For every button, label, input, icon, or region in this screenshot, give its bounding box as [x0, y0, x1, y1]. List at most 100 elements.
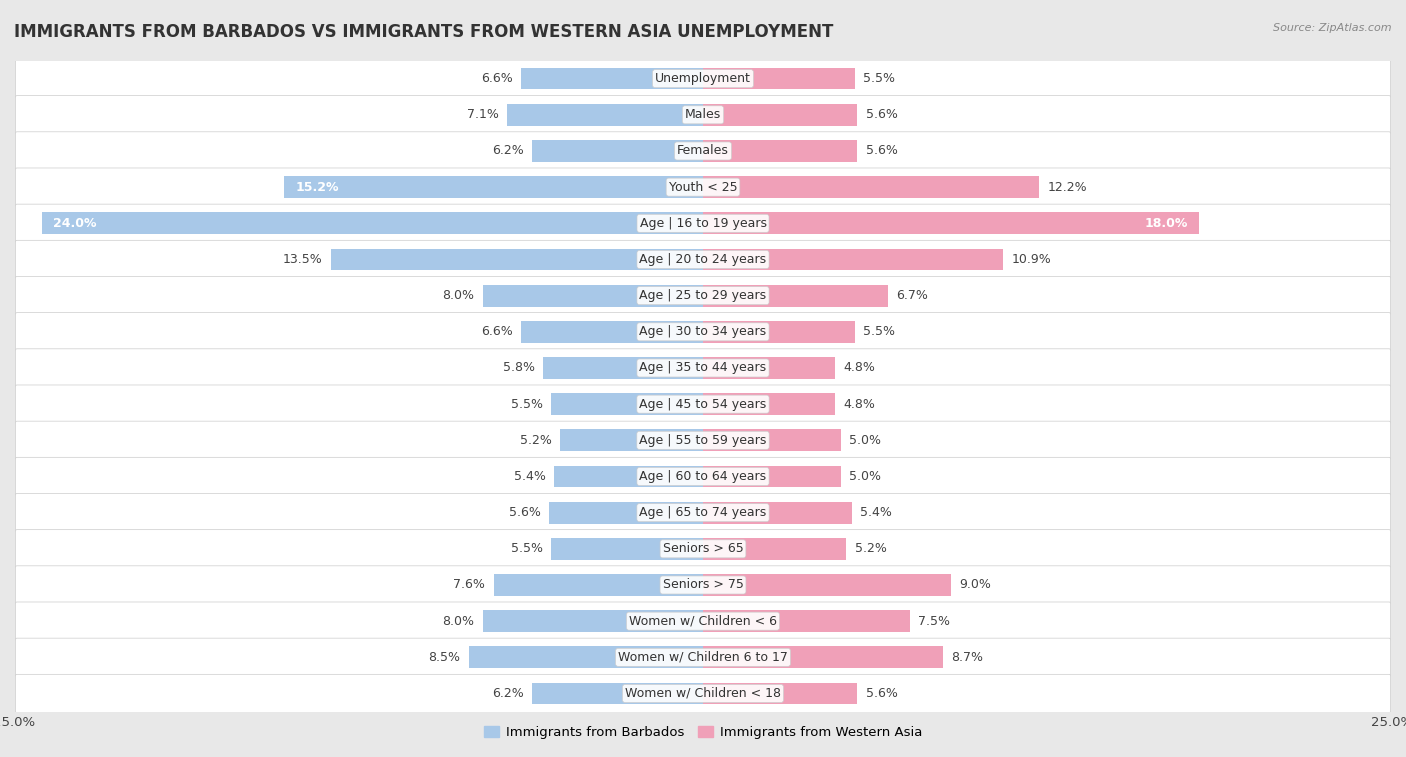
Text: 5.2%: 5.2% — [520, 434, 551, 447]
Text: 6.7%: 6.7% — [896, 289, 928, 302]
Bar — [703, 321, 855, 343]
Bar — [703, 248, 1004, 270]
Text: 7.1%: 7.1% — [467, 108, 499, 121]
Text: 10.9%: 10.9% — [1012, 253, 1052, 266]
FancyBboxPatch shape — [15, 349, 1391, 387]
FancyBboxPatch shape — [15, 168, 1391, 207]
Bar — [703, 285, 887, 307]
Bar — [703, 429, 841, 451]
Text: 6.2%: 6.2% — [492, 145, 524, 157]
Text: 8.0%: 8.0% — [443, 615, 474, 628]
Text: 8.7%: 8.7% — [950, 651, 983, 664]
Text: Source: ZipAtlas.com: Source: ZipAtlas.com — [1274, 23, 1392, 33]
Text: Age | 60 to 64 years: Age | 60 to 64 years — [640, 470, 766, 483]
Text: Age | 55 to 59 years: Age | 55 to 59 years — [640, 434, 766, 447]
FancyBboxPatch shape — [15, 204, 1391, 242]
Bar — [703, 68, 855, 89]
Bar — [703, 610, 910, 632]
Text: 5.6%: 5.6% — [866, 687, 897, 700]
Text: 8.0%: 8.0% — [443, 289, 474, 302]
Text: 4.8%: 4.8% — [844, 362, 876, 375]
Text: Women w/ Children 6 to 17: Women w/ Children 6 to 17 — [619, 651, 787, 664]
Text: Age | 25 to 29 years: Age | 25 to 29 years — [640, 289, 766, 302]
Bar — [551, 394, 703, 415]
Bar — [703, 394, 835, 415]
Bar — [551, 538, 703, 559]
Bar — [703, 502, 852, 524]
Bar — [703, 104, 858, 126]
FancyBboxPatch shape — [15, 313, 1391, 351]
Text: 12.2%: 12.2% — [1047, 181, 1087, 194]
Bar — [703, 140, 858, 162]
Text: 9.0%: 9.0% — [959, 578, 991, 591]
FancyBboxPatch shape — [15, 240, 1391, 279]
Text: 7.5%: 7.5% — [918, 615, 950, 628]
FancyBboxPatch shape — [15, 95, 1391, 134]
Bar — [482, 285, 703, 307]
Text: IMMIGRANTS FROM BARBADOS VS IMMIGRANTS FROM WESTERN ASIA UNEMPLOYMENT: IMMIGRANTS FROM BARBADOS VS IMMIGRANTS F… — [14, 23, 834, 41]
Text: 5.5%: 5.5% — [512, 542, 543, 556]
Bar — [554, 466, 703, 488]
Text: 5.4%: 5.4% — [515, 470, 546, 483]
FancyBboxPatch shape — [15, 421, 1391, 459]
Text: Women w/ Children < 6: Women w/ Children < 6 — [628, 615, 778, 628]
Bar — [703, 466, 841, 488]
Text: 5.2%: 5.2% — [855, 542, 886, 556]
Text: 4.8%: 4.8% — [844, 397, 876, 410]
Text: 5.6%: 5.6% — [866, 108, 897, 121]
Bar — [703, 683, 858, 704]
Text: Unemployment: Unemployment — [655, 72, 751, 85]
Bar — [284, 176, 703, 198]
Text: 5.6%: 5.6% — [509, 506, 540, 519]
Text: Age | 30 to 34 years: Age | 30 to 34 years — [640, 326, 766, 338]
Text: 15.2%: 15.2% — [295, 181, 339, 194]
Legend: Immigrants from Barbados, Immigrants from Western Asia: Immigrants from Barbados, Immigrants fro… — [478, 721, 928, 744]
Bar — [548, 502, 703, 524]
Text: Age | 35 to 44 years: Age | 35 to 44 years — [640, 362, 766, 375]
FancyBboxPatch shape — [15, 60, 1391, 98]
Bar — [508, 104, 703, 126]
Text: Females: Females — [678, 145, 728, 157]
Bar — [703, 646, 943, 668]
Text: 7.6%: 7.6% — [453, 578, 485, 591]
FancyBboxPatch shape — [15, 385, 1391, 423]
Text: 13.5%: 13.5% — [283, 253, 323, 266]
Bar — [703, 213, 1199, 234]
Bar — [703, 574, 950, 596]
Text: 6.6%: 6.6% — [481, 72, 513, 85]
Bar — [494, 574, 703, 596]
Bar — [42, 213, 703, 234]
Text: 8.5%: 8.5% — [429, 651, 461, 664]
Bar — [703, 538, 846, 559]
Text: 6.2%: 6.2% — [492, 687, 524, 700]
Bar — [703, 176, 1039, 198]
FancyBboxPatch shape — [15, 638, 1391, 677]
Bar — [468, 646, 703, 668]
Text: 5.5%: 5.5% — [512, 397, 543, 410]
Text: Males: Males — [685, 108, 721, 121]
Bar — [531, 140, 703, 162]
Text: 6.6%: 6.6% — [481, 326, 513, 338]
FancyBboxPatch shape — [15, 132, 1391, 170]
Text: 5.4%: 5.4% — [860, 506, 891, 519]
Text: 5.8%: 5.8% — [503, 362, 534, 375]
Text: 24.0%: 24.0% — [52, 217, 96, 230]
Bar — [522, 321, 703, 343]
FancyBboxPatch shape — [15, 530, 1391, 568]
Bar — [522, 68, 703, 89]
FancyBboxPatch shape — [15, 602, 1391, 640]
FancyBboxPatch shape — [15, 565, 1391, 604]
Text: 5.0%: 5.0% — [849, 434, 882, 447]
Text: 5.0%: 5.0% — [849, 470, 882, 483]
Text: 5.6%: 5.6% — [866, 145, 897, 157]
Bar — [560, 429, 703, 451]
Bar — [703, 357, 835, 378]
Text: 5.5%: 5.5% — [863, 72, 894, 85]
Bar — [330, 248, 703, 270]
Text: 5.5%: 5.5% — [863, 326, 894, 338]
FancyBboxPatch shape — [15, 457, 1391, 496]
Bar — [531, 683, 703, 704]
Text: Women w/ Children < 18: Women w/ Children < 18 — [626, 687, 780, 700]
Text: Age | 16 to 19 years: Age | 16 to 19 years — [640, 217, 766, 230]
Text: Youth < 25: Youth < 25 — [669, 181, 737, 194]
